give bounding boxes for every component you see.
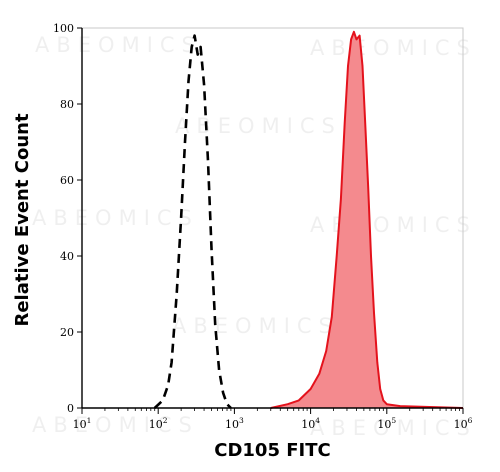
watermark-text: ABEOMICS (35, 33, 202, 57)
axes: 0 20 40 60 80 100 101 102 103 104 105 106 (53, 22, 473, 431)
watermark-text: ABEOMICS (172, 314, 339, 338)
watermark-text: ABEOMICS (310, 416, 477, 440)
series-1-area (270, 31, 463, 409)
y-tick-label: 60 (60, 174, 74, 187)
x-tick-label: 102 (149, 416, 168, 431)
watermark-text: ABEOMICS (310, 213, 477, 237)
x-tick-label: 105 (377, 416, 396, 431)
watermark-text: ABEOMICS (32, 413, 199, 437)
y-tick-label: 100 (53, 22, 74, 35)
x-tick-label: 106 (454, 416, 473, 431)
watermark-text: ABEOMICS (32, 206, 199, 230)
x-axis-title: CD105 FITC (214, 440, 330, 461)
watermark-text: ABEOMICS (310, 36, 477, 60)
watermark-text: ABEOMICS (175, 114, 342, 138)
series-1-line (270, 30, 464, 409)
y-tick-label: 80 (60, 98, 74, 111)
y-tick-label: 40 (60, 250, 74, 263)
series-0-line (153, 34, 232, 409)
series-layer (153, 30, 464, 409)
y-axis-title: Relative Event Count (12, 113, 33, 326)
x-tick-label: 104 (301, 416, 320, 431)
x-tick-label: 101 (73, 416, 92, 431)
x-tick-label: 103 (225, 416, 244, 431)
y-tick-label: 0 (67, 402, 74, 415)
watermark-layer: ABEOMICS ABEOMICS ABEOMICS ABEOMICS ABEOMICS… (32, 33, 477, 440)
y-tick-label: 20 (60, 326, 74, 339)
